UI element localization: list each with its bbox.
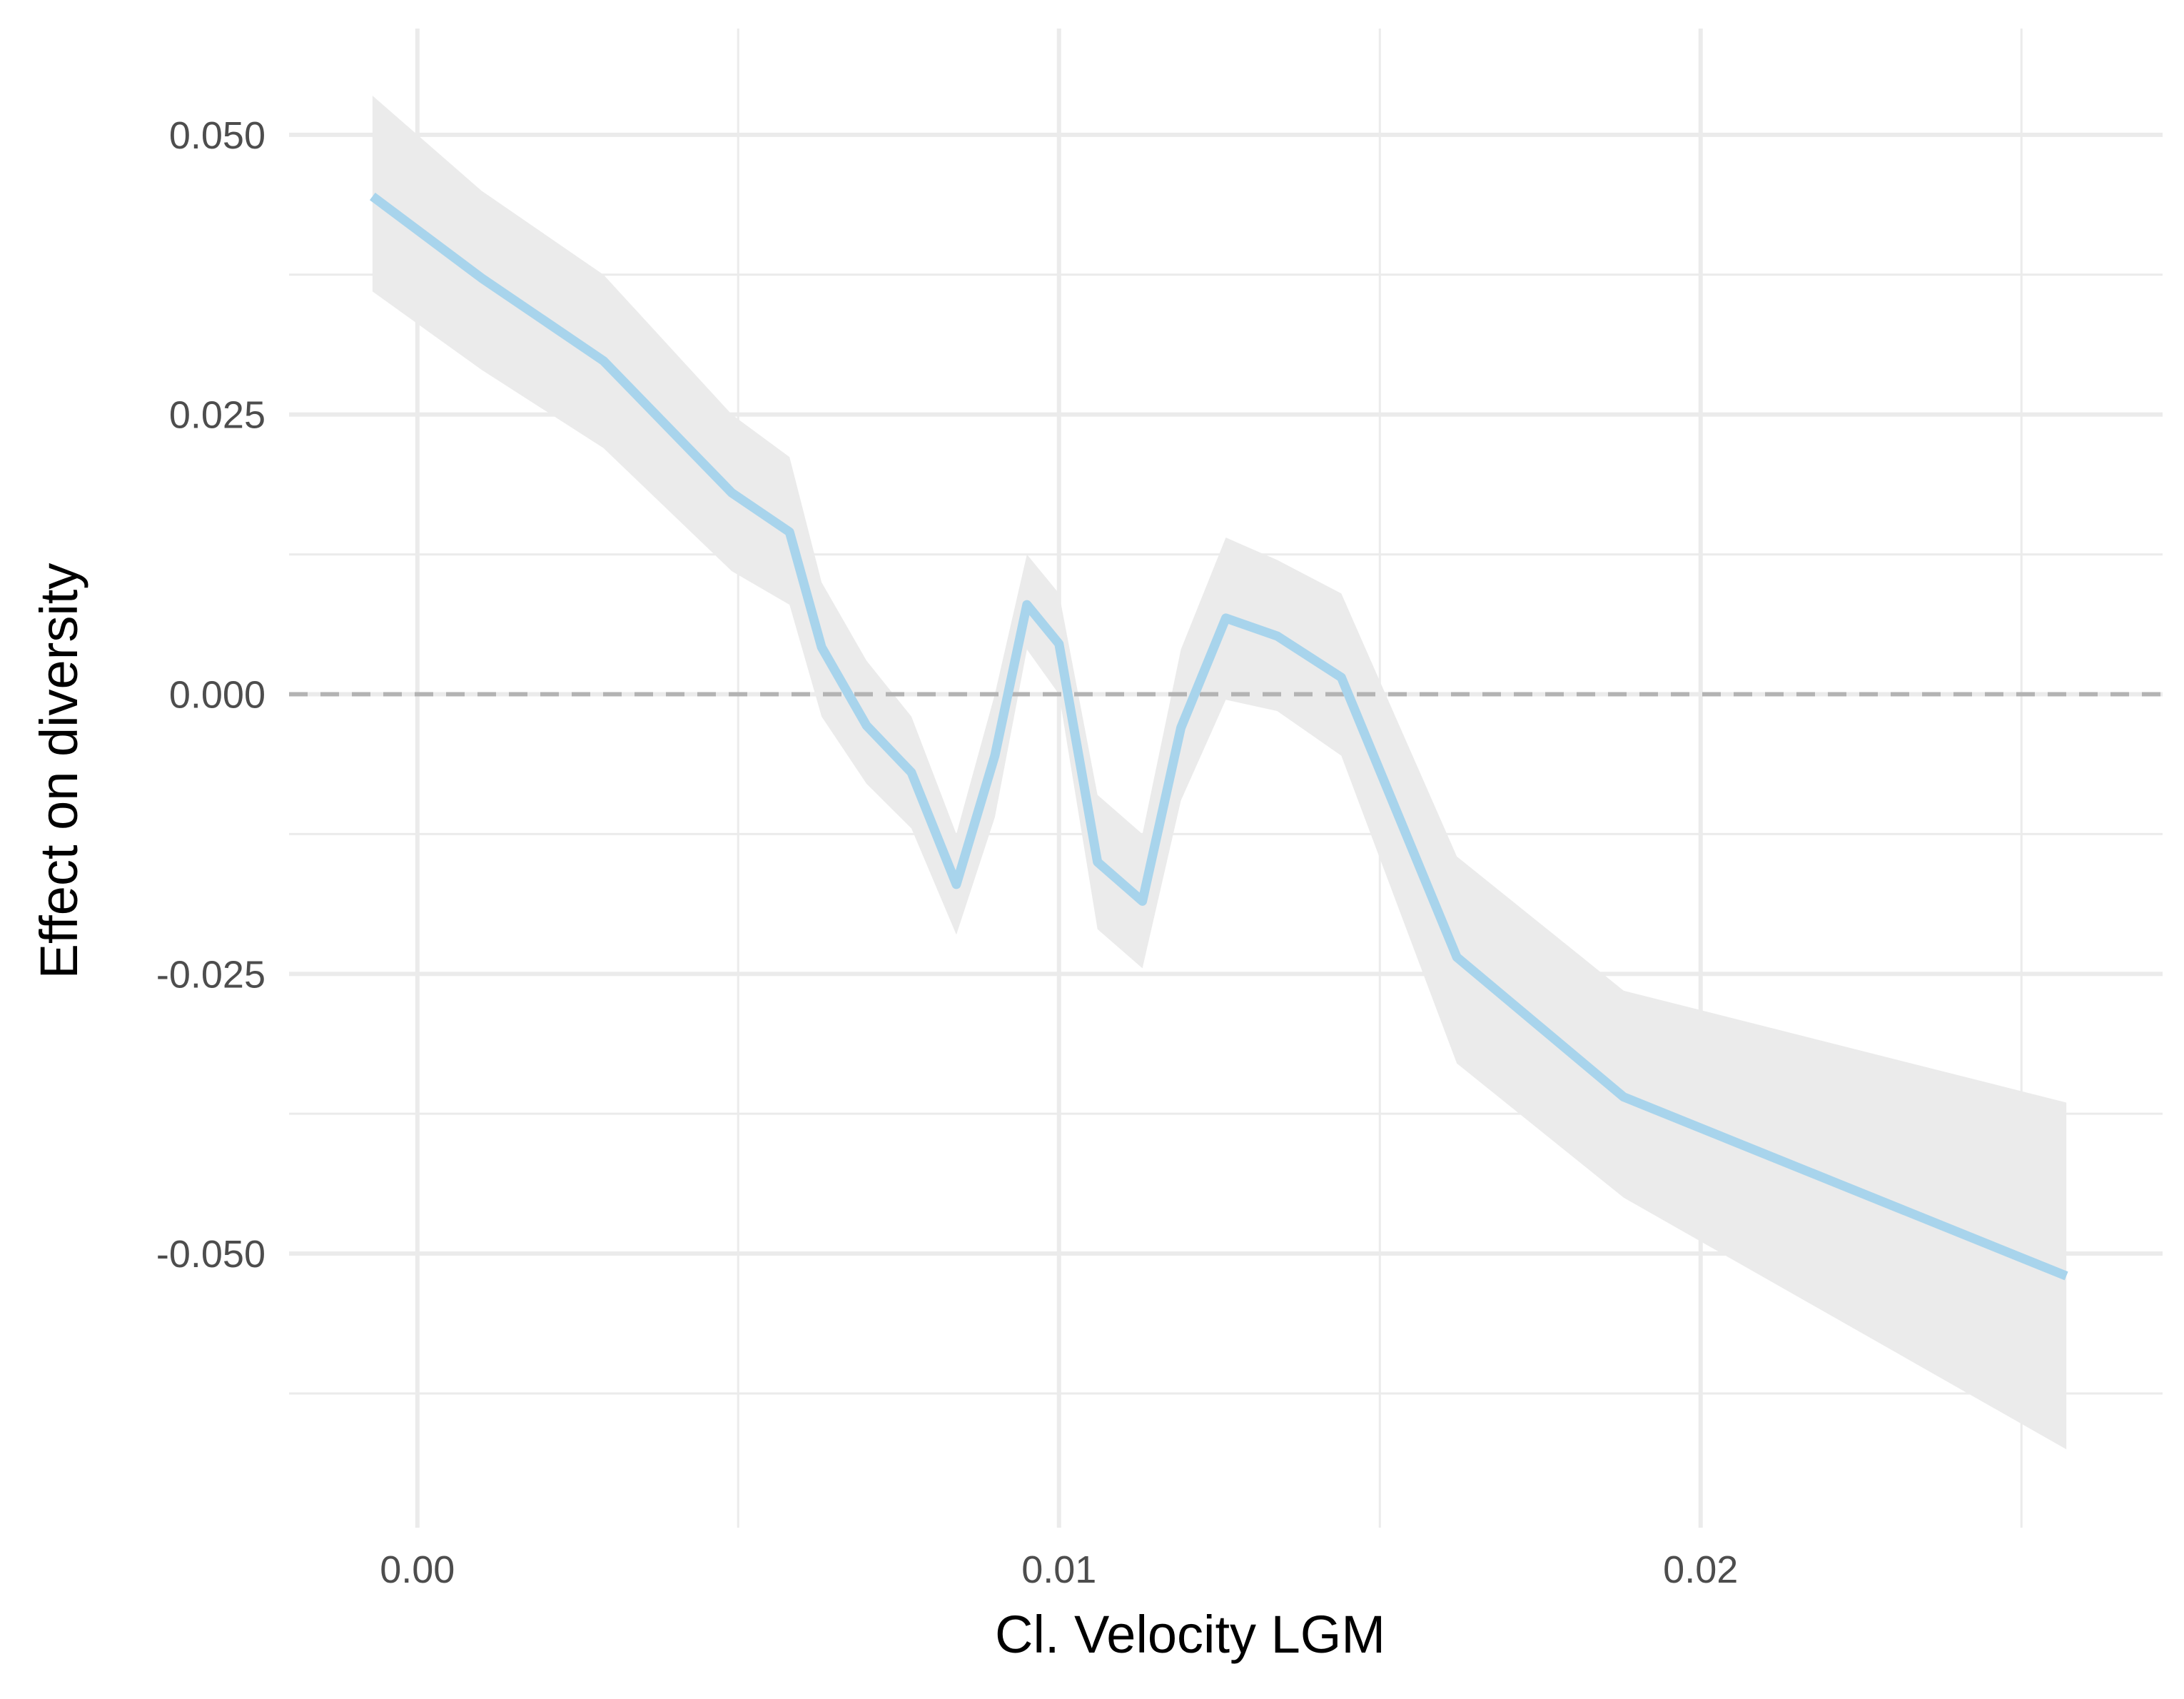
y-tick-label-3: -0.025 — [156, 953, 266, 996]
x-tick-label-0: 0.00 — [380, 1548, 455, 1591]
ribbon-layer — [372, 96, 2067, 1450]
x-tick-labels: 0.00 0.01 0.02 — [380, 1548, 1738, 1591]
line-layer — [369, 192, 2068, 1281]
y-tick-label-4: -0.050 — [156, 1233, 266, 1276]
effect-line — [369, 192, 2068, 1281]
y-tick-label-1: 0.025 — [169, 394, 266, 437]
x-axis-title: Cl. Velocity LGM — [995, 1605, 1385, 1664]
y-axis-title: Effect on diversity — [29, 563, 89, 979]
x-tick-label-1: 0.01 — [1021, 1548, 1096, 1591]
y-tick-label-2: 0.000 — [169, 673, 266, 716]
x-tick-label-2: 0.02 — [1663, 1548, 1738, 1591]
y-tick-labels: 0.050 0.025 0.000 -0.025 -0.050 — [156, 114, 266, 1276]
confidence-ribbon — [372, 96, 2067, 1450]
y-tick-label-0: 0.050 — [169, 114, 266, 157]
